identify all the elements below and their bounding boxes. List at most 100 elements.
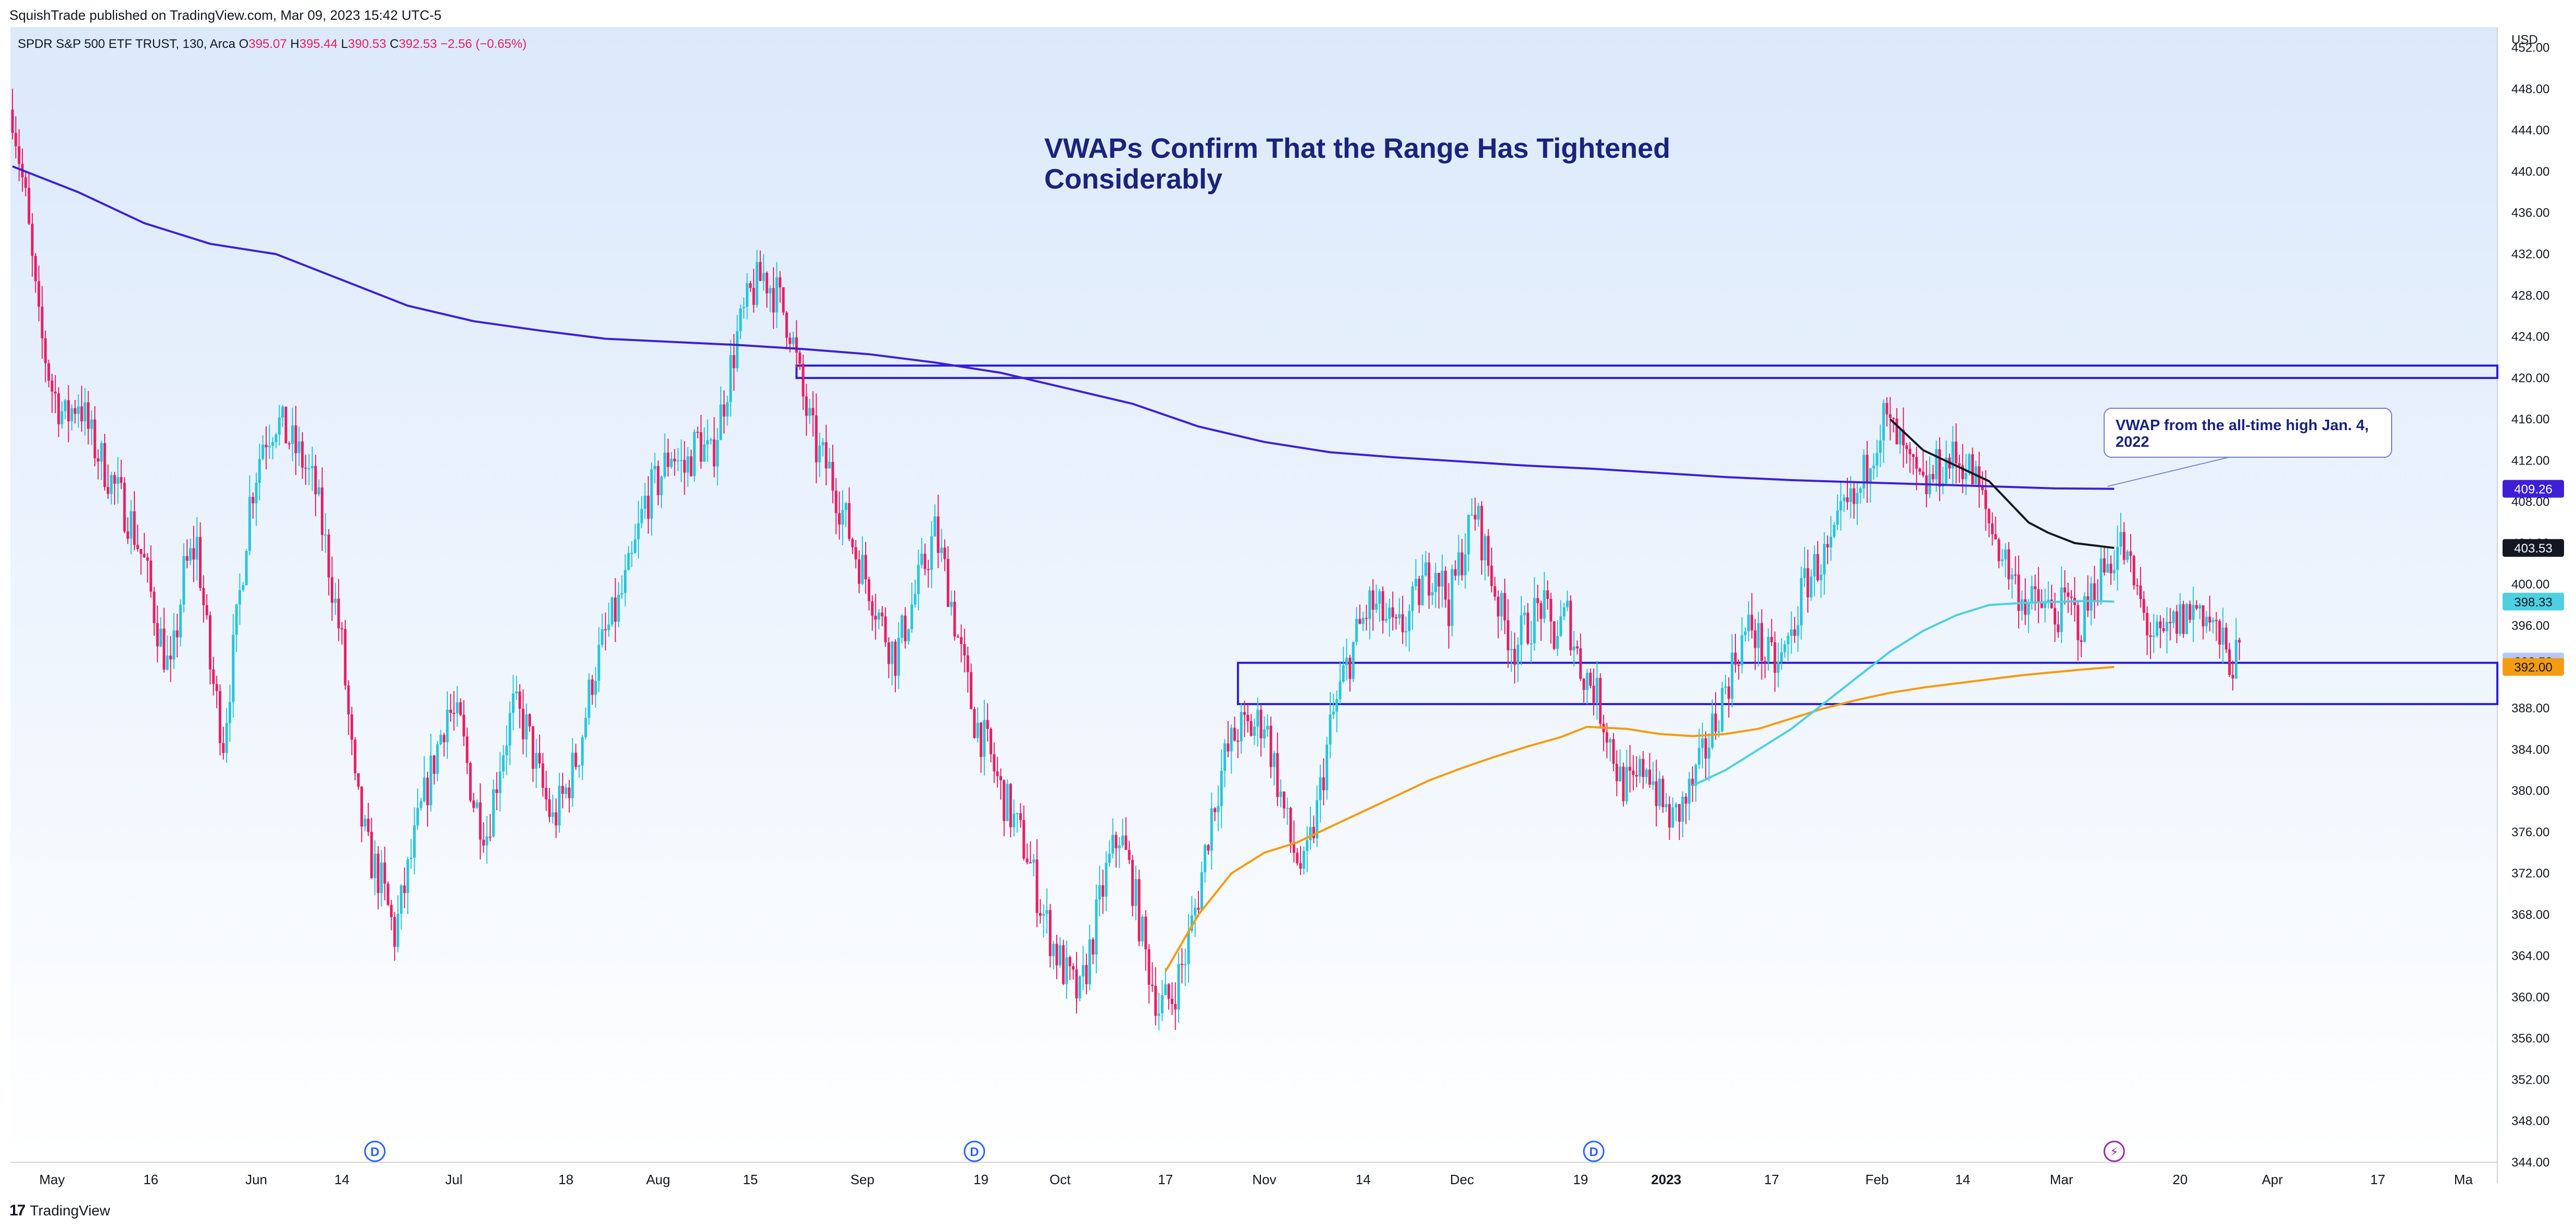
candle-body <box>1259 710 1262 738</box>
candle-body <box>1760 623 1764 661</box>
candle-body <box>1875 453 1879 466</box>
candle-body <box>1302 851 1305 869</box>
candle-body <box>508 712 511 746</box>
candle-body <box>1731 652 1734 699</box>
y-tick-label: 420.00 <box>2511 371 2549 385</box>
y-tick-label: 380.00 <box>2511 784 2549 798</box>
candle-body <box>891 642 894 664</box>
candle-body <box>1520 615 1523 645</box>
candle-body <box>321 487 324 535</box>
tradingview-brand[interactable]: 17 TradingView <box>9 1202 110 1220</box>
candle-body <box>521 708 524 739</box>
candle-body <box>140 549 143 554</box>
candle-body <box>1697 748 1700 765</box>
candle-body <box>1747 614 1750 632</box>
candle-body <box>136 545 139 549</box>
candle-body <box>1885 403 1889 415</box>
candle-body <box>70 408 73 422</box>
zone-box <box>1236 661 2498 706</box>
candle-body <box>1562 607 1566 617</box>
candle-body <box>1411 586 1414 611</box>
candle-body <box>1612 739 1615 764</box>
legend-part: H <box>290 37 299 51</box>
candle-body <box>663 453 666 477</box>
candle-body <box>120 477 123 483</box>
candle-body <box>568 787 571 798</box>
candle-body <box>245 551 248 585</box>
candle-body <box>2080 640 2083 642</box>
y-tick-label: 432.00 <box>2511 247 2549 261</box>
legend-part: C <box>390 37 398 51</box>
candle-body <box>2179 604 2182 634</box>
candle-body <box>2129 551 2132 556</box>
candle-body <box>1674 804 1678 808</box>
candle-body <box>498 771 502 793</box>
candle-body <box>1157 1013 1160 1016</box>
candle-body <box>383 862 386 884</box>
candle-body <box>933 516 936 537</box>
candle-body <box>1282 792 1285 809</box>
candle-body <box>894 642 897 676</box>
candle-body <box>2017 574 2020 611</box>
candle-body <box>2067 592 2070 597</box>
candle-body <box>1803 568 1806 578</box>
candle-body <box>1829 536 1832 548</box>
candle-body <box>495 789 498 793</box>
candle-body <box>2208 617 2211 623</box>
candle-body <box>1981 486 1984 491</box>
candle-body <box>1711 713 1714 748</box>
y-tick-label: 372.00 <box>2511 867 2549 881</box>
candle-body <box>897 637 900 676</box>
candle-body <box>1207 845 1210 851</box>
candle-body <box>1048 910 1052 957</box>
candle-body <box>1276 753 1279 797</box>
candle-body <box>248 497 251 551</box>
candle-body <box>1358 619 1361 624</box>
candle-body <box>1385 619 1388 621</box>
candle-body <box>2149 635 2152 637</box>
candle-body <box>601 629 604 645</box>
candle-body <box>449 709 452 713</box>
candle-body <box>1687 779 1691 804</box>
legend-part: L <box>341 37 348 51</box>
y-tick-label: 440.00 <box>2511 165 2549 179</box>
candle-body <box>291 425 294 444</box>
candle-body <box>943 547 946 559</box>
candle-body <box>1124 835 1128 850</box>
candle-body <box>976 722 979 738</box>
candle-body <box>1704 738 1707 759</box>
candle-body <box>752 287 755 305</box>
candle-body <box>1951 442 1954 469</box>
candle-body <box>1819 574 1822 581</box>
candle-body <box>1253 726 1256 736</box>
candle-body <box>1160 995 1164 1014</box>
candle-body <box>854 547 857 560</box>
candle-body <box>2007 549 2010 580</box>
candle-body <box>1292 842 1295 853</box>
candle-body <box>824 442 828 469</box>
candle-body <box>818 445 821 462</box>
candle-body <box>1882 403 1885 441</box>
candle-body <box>792 337 795 344</box>
candle-body <box>620 593 623 595</box>
candle-body <box>2185 604 2188 634</box>
candle-body <box>301 441 304 468</box>
candle-body <box>2119 532 2122 547</box>
candle-body <box>159 629 162 647</box>
candle-body <box>1816 554 1819 581</box>
candle-body <box>2152 635 2155 637</box>
candle-body <box>1352 642 1355 679</box>
candle-body <box>2034 586 2037 589</box>
candle-body <box>515 691 518 694</box>
candle-body <box>393 917 396 947</box>
candle-body <box>1866 455 1869 483</box>
candle-body <box>456 702 459 713</box>
candle-body <box>1665 804 1668 808</box>
candle-body <box>294 425 297 454</box>
candle-body <box>505 745 508 756</box>
candle-body <box>940 547 943 553</box>
candle-body <box>1658 779 1661 806</box>
candle-body <box>541 763 544 788</box>
